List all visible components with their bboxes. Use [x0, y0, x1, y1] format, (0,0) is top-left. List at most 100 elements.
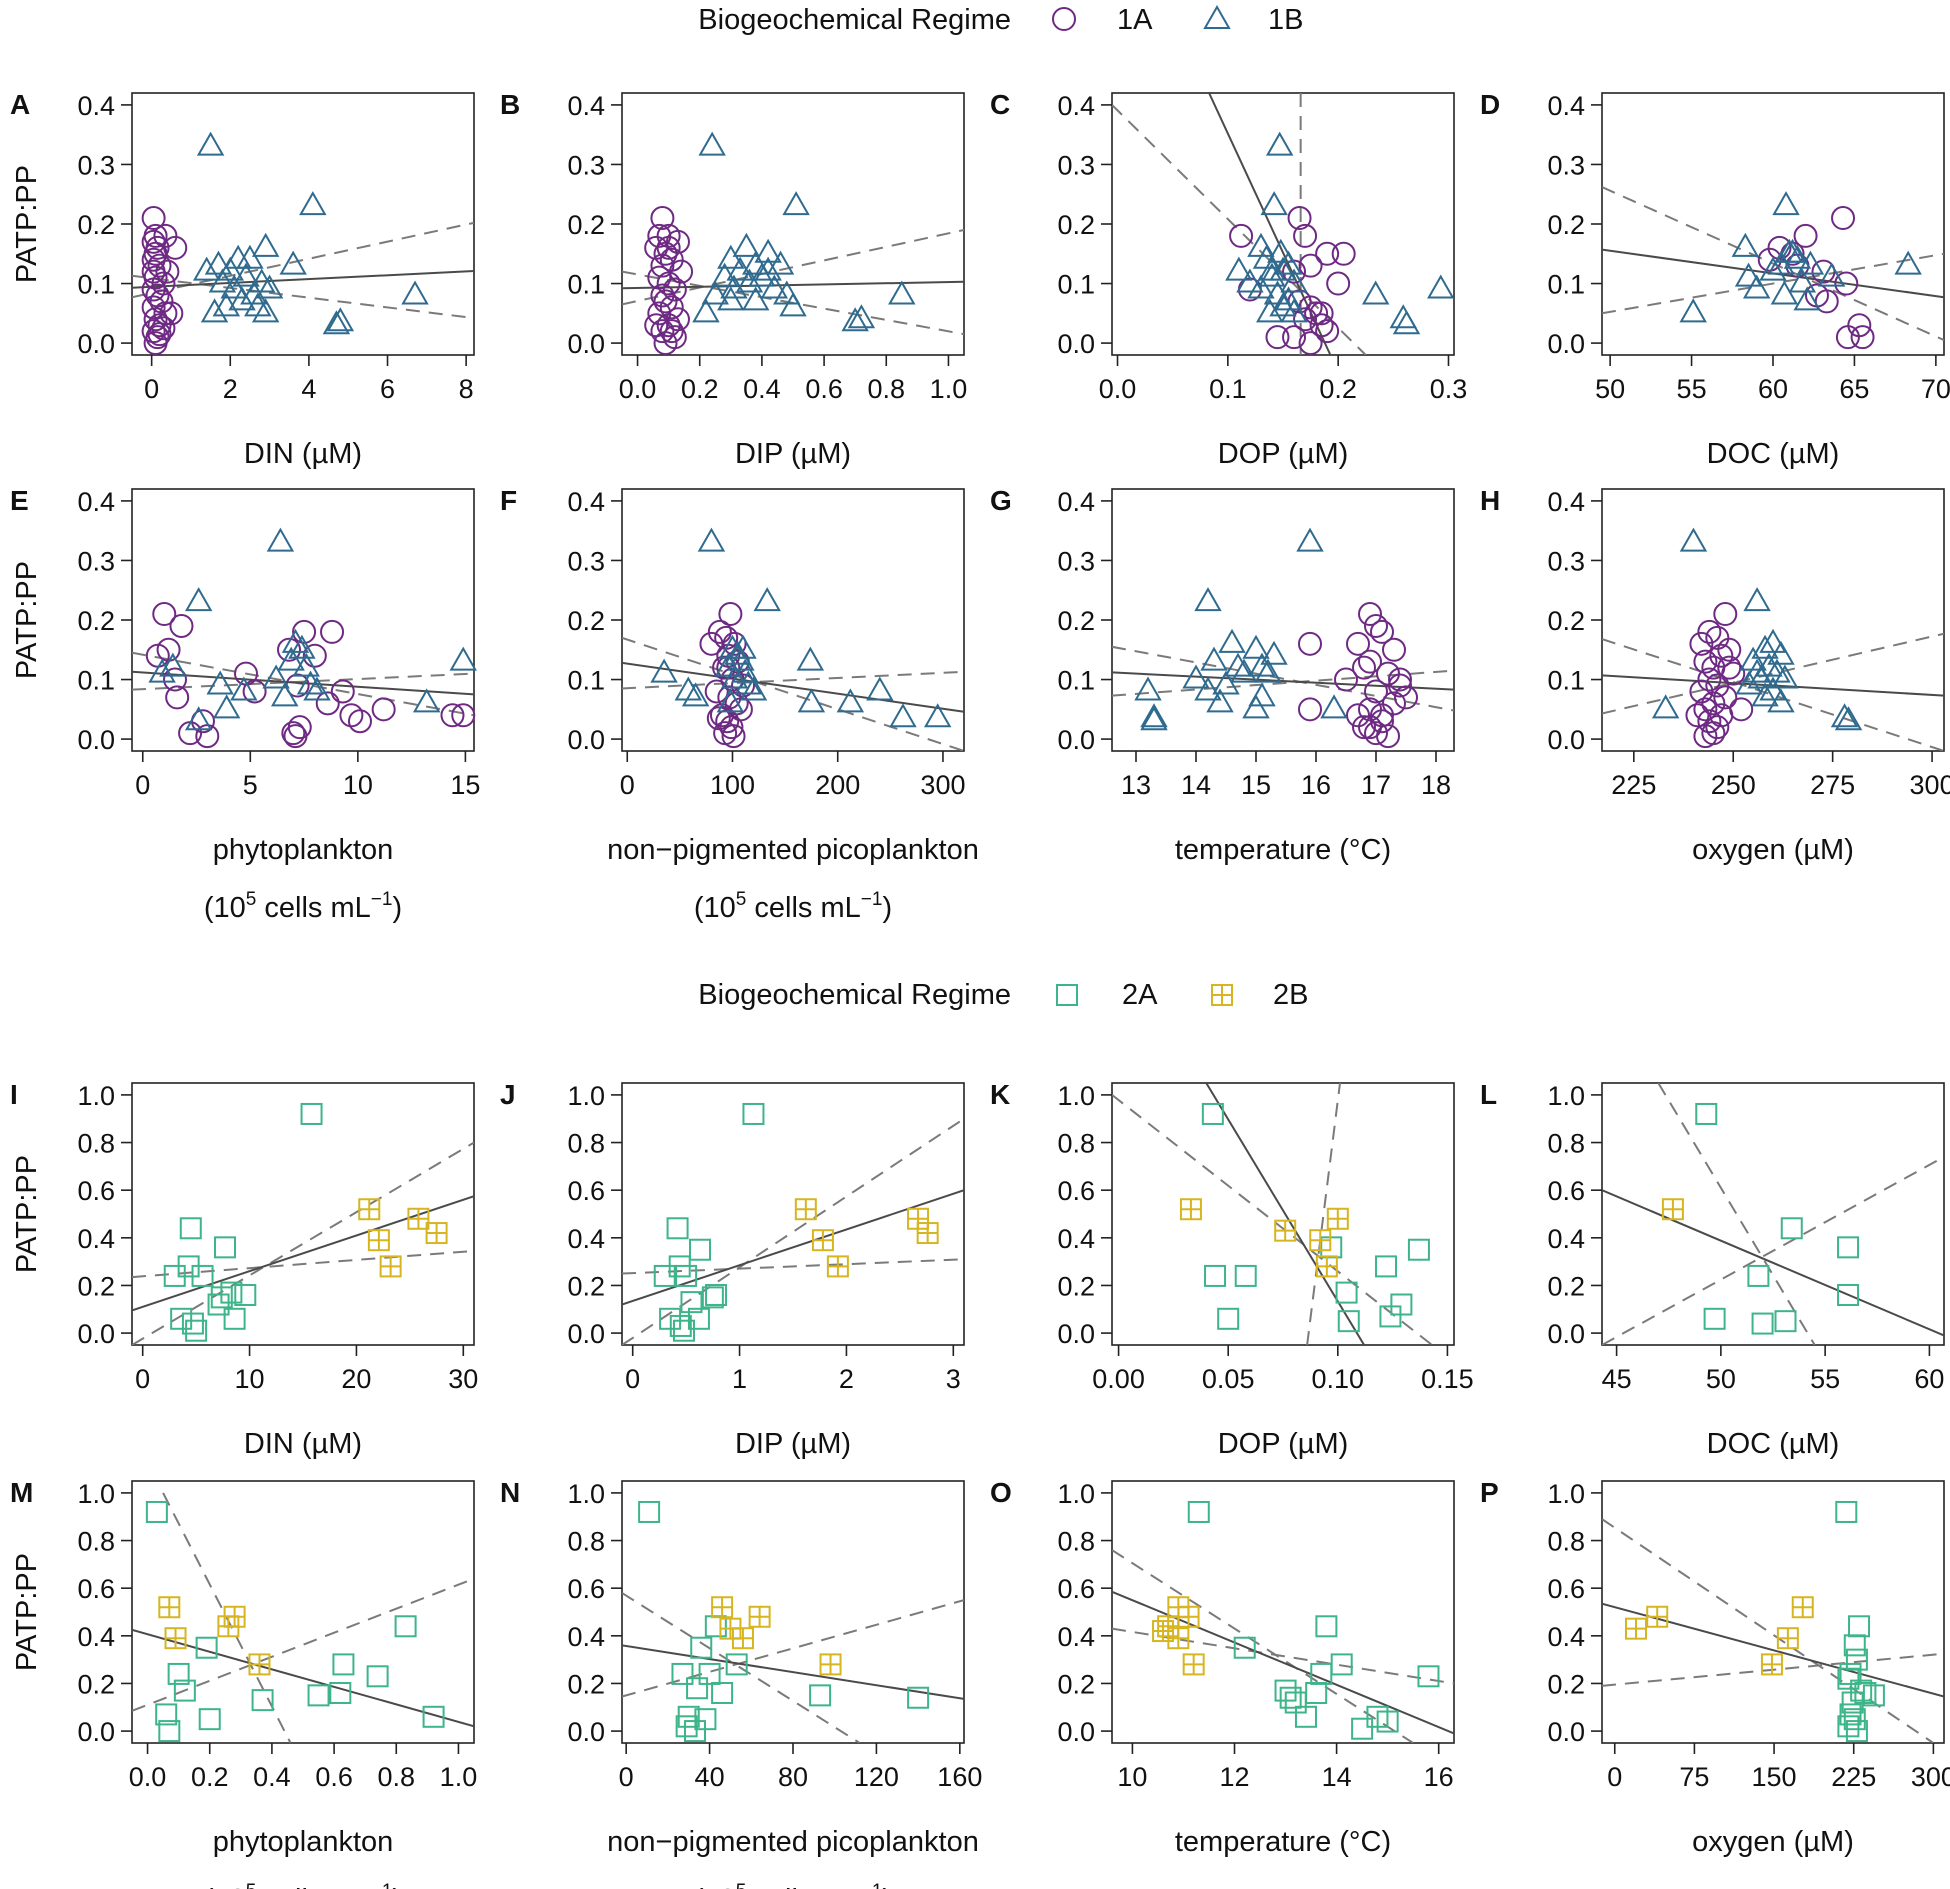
data-point	[143, 241, 168, 266]
confidence-line	[1602, 1518, 1934, 1743]
series-1b	[148, 527, 477, 731]
x-tick-label: 0	[620, 770, 635, 800]
panel-label: J	[500, 1079, 516, 1110]
series-1b	[1651, 527, 1863, 731]
data-point	[1834, 706, 1863, 731]
data-point	[748, 1605, 771, 1628]
data-point	[739, 676, 768, 701]
data-point	[1376, 1710, 1399, 1733]
data-point	[379, 1255, 402, 1278]
data-point	[348, 709, 372, 734]
regression-lines	[1602, 186, 1944, 342]
legend-bottom: Biogeochemical Regime 2A 2B	[698, 979, 1308, 1011]
data-point	[1791, 1596, 1814, 1619]
plot-frame	[1601, 92, 1945, 356]
series-2b	[1624, 1596, 1814, 1676]
y-tick-label: 1.0	[567, 1081, 605, 1111]
y-tick-label: 0.0	[1057, 1319, 1095, 1349]
y-tick-label: 0.0	[77, 329, 115, 359]
confidence-line	[1602, 1652, 1944, 1687]
y-tick-label: 0.2	[567, 210, 605, 240]
data-point	[1298, 253, 1323, 278]
data-point	[366, 1665, 389, 1688]
data-point	[255, 274, 284, 299]
data-point	[147, 322, 172, 347]
data-point	[167, 1662, 190, 1685]
regression-lines	[132, 1141, 474, 1345]
data-point	[1796, 250, 1825, 275]
data-point	[1335, 1281, 1358, 1304]
y-tick-label: 0.0	[1547, 1319, 1585, 1349]
y-tick-label: 0.1	[1057, 666, 1095, 696]
x-tick-label: 0	[144, 374, 159, 404]
data-point	[698, 1662, 721, 1685]
y-tick-label: 0.2	[77, 1669, 115, 1699]
data-point	[147, 313, 172, 338]
regression-lines	[1112, 1549, 1454, 1743]
data-point	[1709, 643, 1734, 668]
series-1b	[1134, 527, 1348, 731]
fit-line	[132, 1628, 474, 1728]
data-point	[422, 1705, 445, 1728]
data-point	[332, 1653, 355, 1676]
panel-label: O	[990, 1477, 1012, 1508]
data-point	[638, 1500, 661, 1523]
x-axis-title: oxygen (µM)	[1692, 834, 1854, 866]
data-point	[1337, 1310, 1360, 1333]
data-point	[644, 313, 669, 338]
data-point	[232, 262, 260, 287]
plot-frame	[1601, 1082, 1945, 1346]
data-point	[141, 206, 166, 231]
data-point	[303, 676, 331, 701]
data-point	[1361, 280, 1390, 305]
x-tick-label: 0.00	[1092, 1364, 1145, 1394]
legend-top: Biogeochemical Regime 1A 1B	[698, 4, 1303, 36]
x-tick-label: 60	[1758, 374, 1788, 404]
data-point	[147, 253, 172, 278]
x-tick-label: 5	[243, 770, 258, 800]
data-point	[916, 1222, 939, 1245]
y-tick-label: 1.0	[77, 1479, 115, 1509]
legend-1b-marker	[1203, 4, 1231, 29]
data-point	[1734, 262, 1763, 287]
data-point	[1839, 1703, 1862, 1726]
y-tick-label: 0.3	[77, 150, 115, 180]
data-point	[330, 679, 355, 704]
data-point	[1370, 619, 1394, 644]
data-point	[281, 628, 310, 653]
data-point	[1771, 664, 1799, 689]
data-point	[907, 1686, 930, 1709]
data-point	[754, 238, 782, 263]
data-point	[669, 1314, 692, 1337]
data-point	[1646, 1605, 1669, 1628]
y-tick-label: 0.3	[1547, 150, 1585, 180]
x-tick-label: 0.10	[1312, 1364, 1365, 1394]
data-point	[1751, 1312, 1774, 1335]
data-point	[292, 652, 320, 677]
data-point	[192, 256, 221, 281]
y-tick-label: 0.6	[567, 1176, 605, 1206]
y-tick-label: 0.0	[567, 1717, 605, 1747]
data-point	[1760, 1653, 1783, 1676]
fit-line	[622, 661, 964, 713]
data-point	[196, 131, 225, 156]
series-2a	[1695, 1102, 1860, 1335]
data-point	[1179, 1198, 1202, 1221]
regression-lines	[1112, 1083, 1433, 1345]
regression-lines	[622, 1592, 964, 1743]
x-tick-label: 225	[1611, 770, 1656, 800]
data-point	[729, 634, 757, 659]
data-point	[653, 289, 678, 314]
panel-d: D 0.0 0.1 0.2 0.3 0.4 50 55 60 65 70 DOC (µM)	[1480, 89, 1950, 470]
data-point	[1269, 292, 1297, 317]
series-2b	[1179, 1198, 1349, 1278]
data-point	[888, 280, 916, 305]
data-point	[847, 304, 876, 329]
x-tick-label: 1.0	[930, 374, 968, 404]
data-point	[711, 1596, 734, 1619]
data-point	[165, 685, 190, 710]
fit-line	[132, 670, 474, 696]
data-point	[198, 1708, 221, 1731]
confidence-line	[1602, 638, 1944, 751]
data-point	[1200, 646, 1228, 671]
